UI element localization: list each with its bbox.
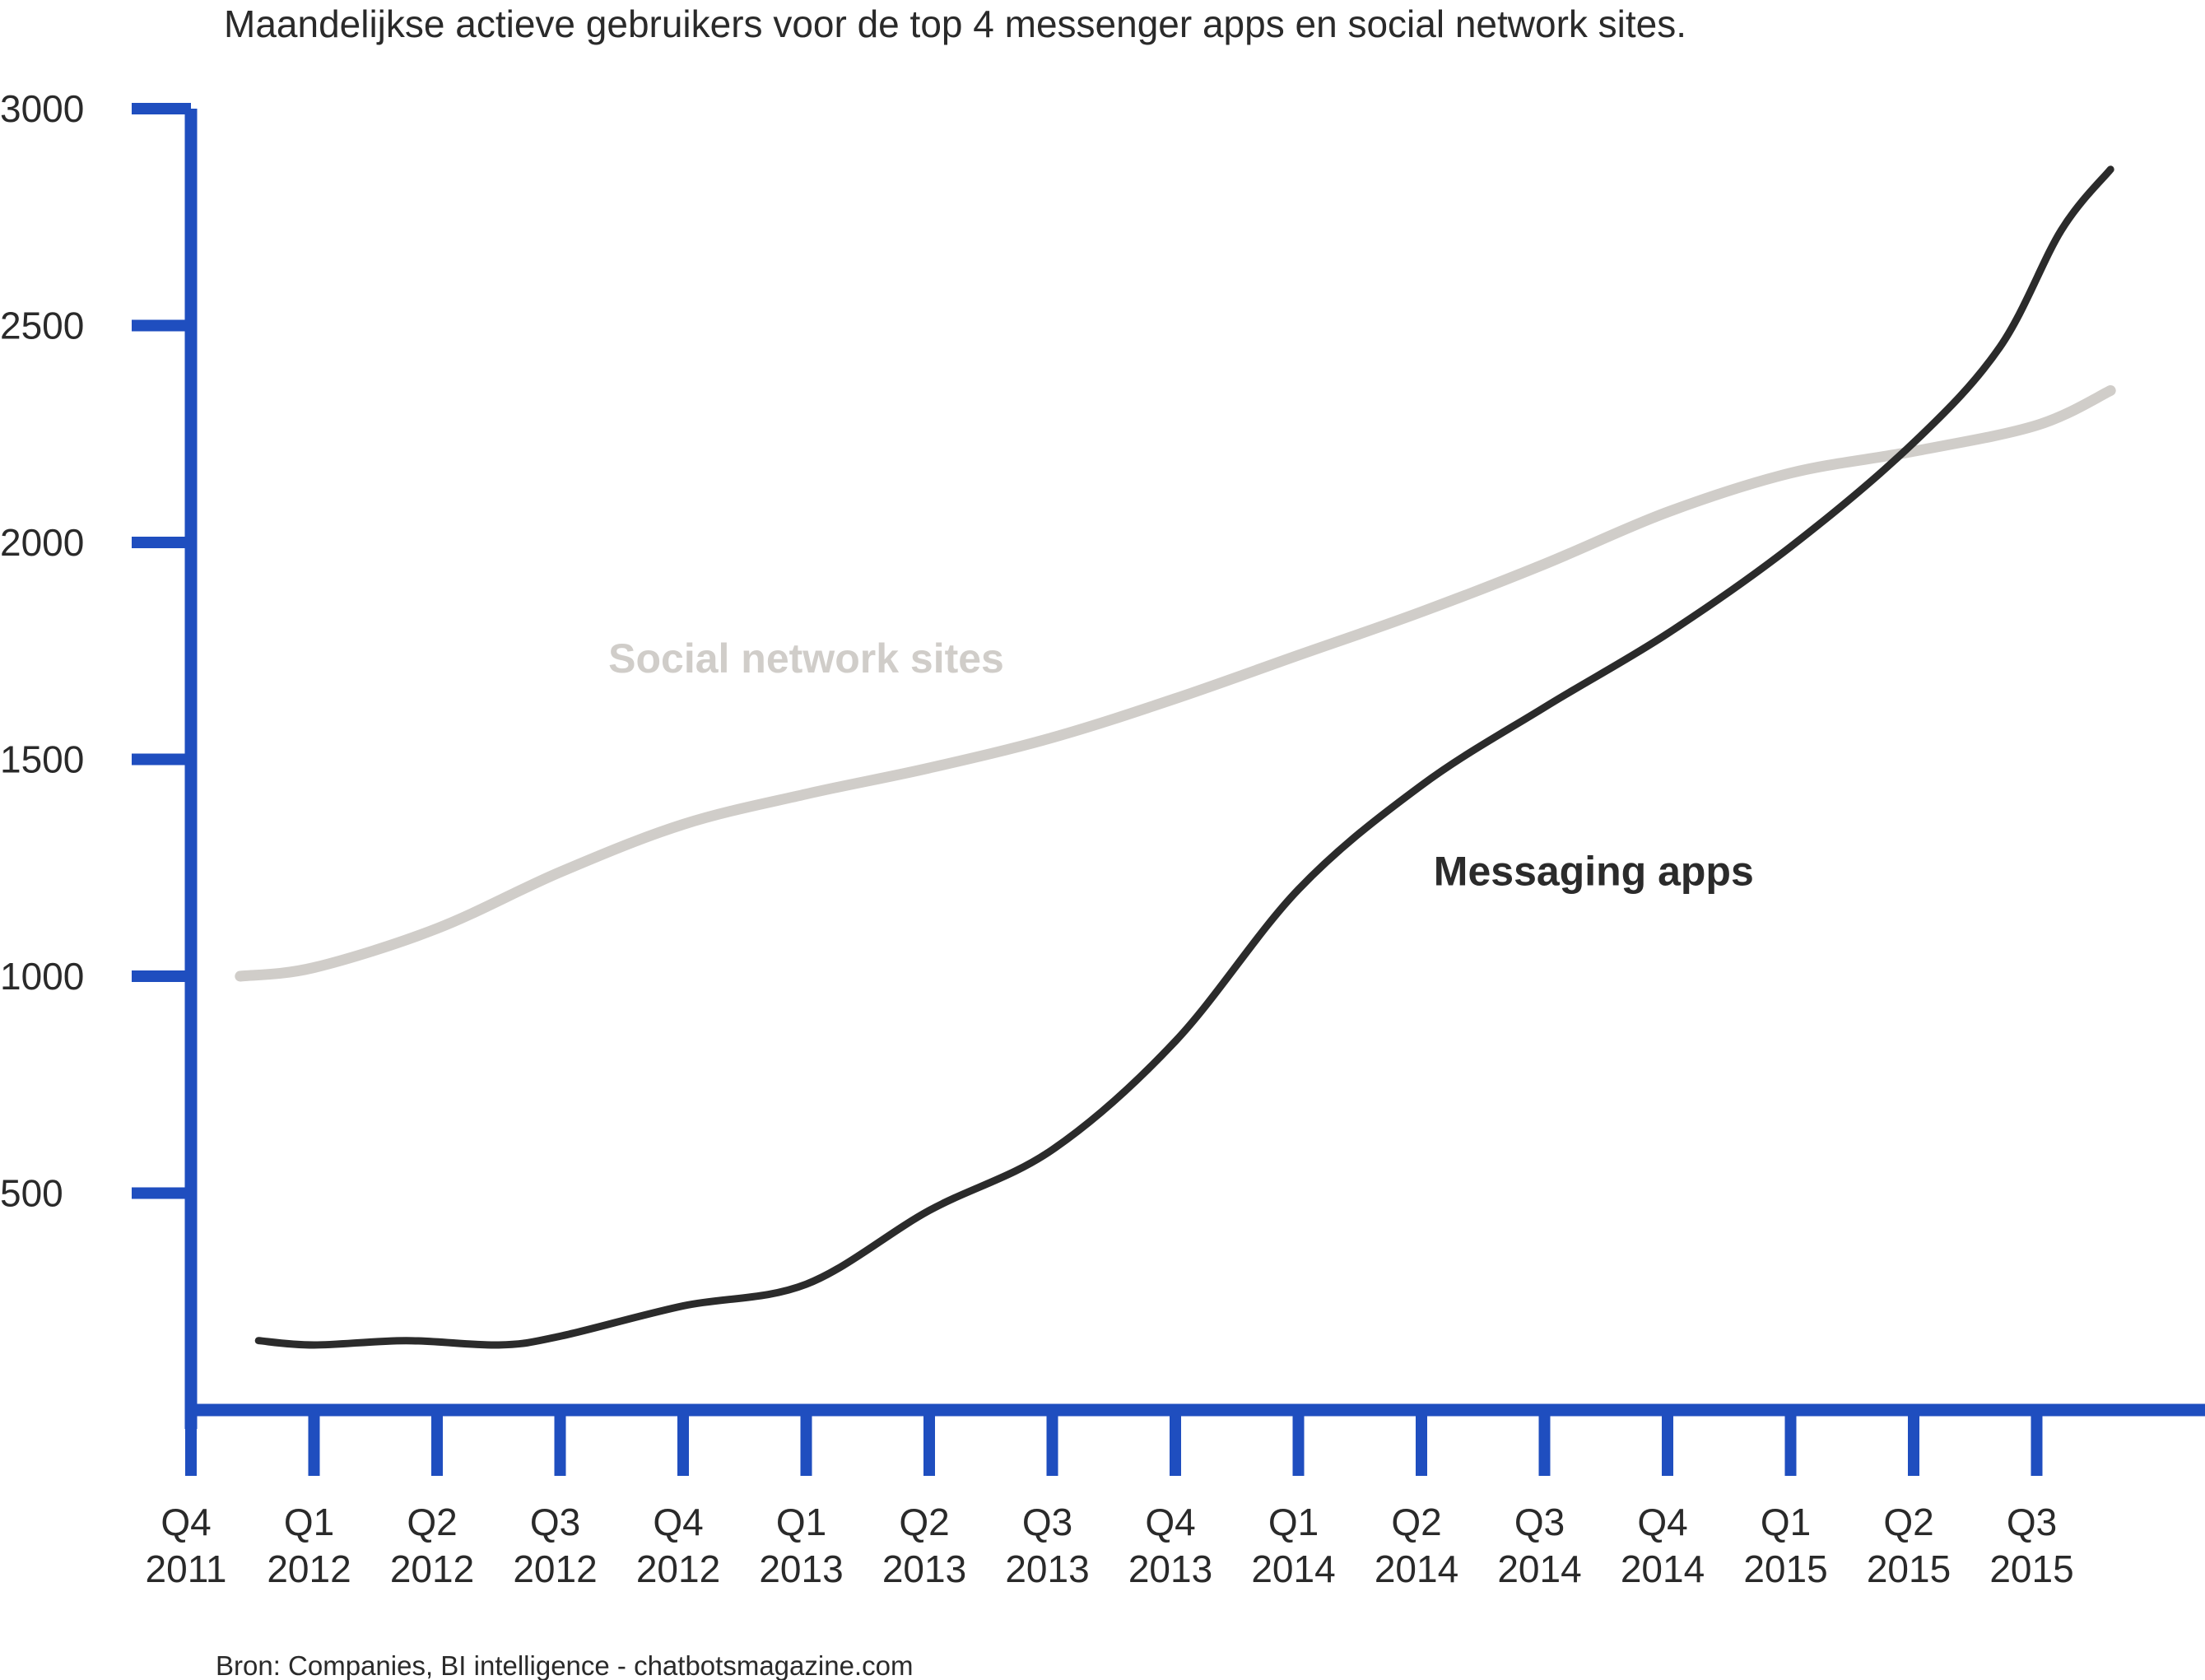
x-tick-label-quarter: Q4: [1145, 1501, 1195, 1543]
series-labels: Social network sites Messaging apps: [608, 635, 1754, 894]
y-axis-ticks: 500 1000 1500 2000 2500 3000: [0, 87, 191, 1215]
x-tick-label-year: 2015: [1989, 1547, 2073, 1590]
x-tick-label-year: 2015: [1867, 1547, 1951, 1590]
y-tick-label: 500: [0, 1172, 63, 1215]
series-lines: [235, 165, 2116, 1349]
chart-title: Maandelijkse actieve gebruikers voor de …: [224, 2, 1686, 45]
x-tick-label-year: 2012: [267, 1547, 351, 1590]
y-tick-label: 2500: [0, 305, 84, 347]
x-tick-label-year: 2013: [1128, 1547, 1212, 1590]
x-tick-label-year: 2013: [1005, 1547, 1089, 1590]
series-line-messaging-apps: [254, 165, 2114, 1349]
x-tick-label-quarter: Q1: [1268, 1501, 1319, 1543]
x-tick-label-year: 2012: [390, 1547, 474, 1590]
x-axis-ticks: Q42011Q12012Q22012Q32012Q42012Q12013Q220…: [146, 1410, 2074, 1590]
x-tick-label-quarter: Q3: [1514, 1501, 1565, 1543]
y-tick-label: 2000: [0, 521, 84, 564]
x-tick-label-quarter: Q2: [407, 1501, 457, 1543]
x-tick-label-quarter: Q4: [160, 1501, 211, 1543]
x-tick-label-year: 2013: [882, 1547, 966, 1590]
x-tick-label-year: 2014: [1621, 1547, 1705, 1590]
x-tick-label-quarter: Q2: [1883, 1501, 1933, 1543]
y-tick-label: 1500: [0, 738, 84, 781]
series-line-social-network-sites: [235, 385, 2116, 982]
x-tick-label-year: 2011: [146, 1547, 227, 1590]
x-tick-label-quarter: Q1: [1761, 1501, 1811, 1543]
x-tick-label-year: 2014: [1497, 1547, 1581, 1590]
x-tick-label-quarter: Q4: [1637, 1501, 1687, 1543]
label-social-network-sites: Social network sites: [608, 635, 1004, 682]
x-tick-label-quarter: Q3: [530, 1501, 580, 1543]
x-tick-label-quarter: Q2: [1391, 1501, 1441, 1543]
x-tick-label-year: 2014: [1251, 1547, 1335, 1590]
x-tick-label-year: 2012: [636, 1547, 720, 1590]
x-tick-label-quarter: Q2: [899, 1501, 949, 1543]
x-tick-label-quarter: Q1: [776, 1501, 826, 1543]
y-tick-label: 3000: [0, 87, 84, 130]
label-messaging-apps: Messaging apps: [1434, 848, 1754, 894]
source-note: Bron: Companies, BI intelligence - chatb…: [216, 1650, 913, 1680]
x-tick-label-year: 2012: [513, 1547, 597, 1590]
x-tick-label-year: 2015: [1743, 1547, 1827, 1590]
x-tick-label-quarter: Q3: [2007, 1501, 2057, 1543]
x-tick-label-year: 2013: [759, 1547, 843, 1590]
x-tick-label-quarter: Q4: [653, 1501, 703, 1543]
x-tick-label-quarter: Q3: [1022, 1501, 1072, 1543]
y-tick-label: 1000: [0, 955, 84, 998]
x-tick-label-quarter: Q1: [284, 1501, 334, 1543]
x-tick-label-year: 2014: [1375, 1547, 1458, 1590]
